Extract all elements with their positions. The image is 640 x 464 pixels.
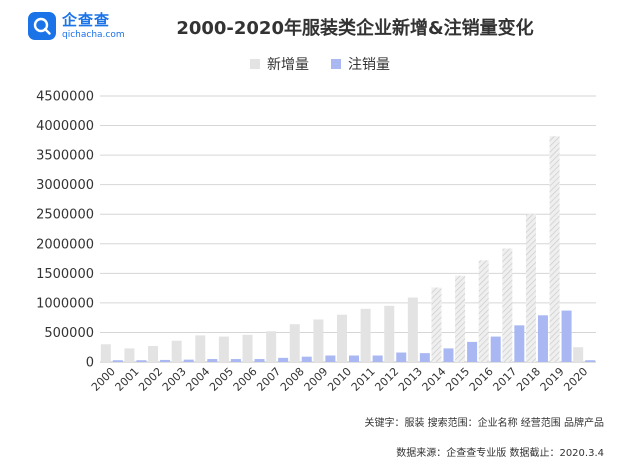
legend-swatch-cancel xyxy=(331,59,341,69)
bar-new-2011 xyxy=(360,308,371,362)
logo: 企查查 qichacha.com xyxy=(28,12,125,40)
bar-cancel-2010 xyxy=(349,355,359,362)
x-tick-label: 2009 xyxy=(302,365,331,394)
bar-new-2004 xyxy=(195,335,206,362)
bar-cancel-2007 xyxy=(278,357,289,362)
x-tick-label: 2002 xyxy=(136,365,165,394)
bar-new-2005 xyxy=(218,336,229,362)
bar-cancel-2008 xyxy=(301,356,312,362)
x-tick-label: 2014 xyxy=(420,365,449,394)
x-tick-label: 2013 xyxy=(396,365,425,394)
source-note: 数据来源：企查查专业版 数据截止：2020.3.4 xyxy=(396,448,604,459)
logo-url: qichacha.com xyxy=(62,29,125,40)
bar-cancel-2009 xyxy=(325,355,336,362)
x-tick-label: 2001 xyxy=(113,365,142,394)
legend-label-cancel: 注销量 xyxy=(348,57,390,73)
logo-name: 企查查 xyxy=(62,10,111,29)
bar-new-2001 xyxy=(124,348,135,362)
bar-cancel-2019 xyxy=(561,310,572,362)
x-tick-label: 2020 xyxy=(561,365,590,394)
keywords-note: 关键字：服装 搜索范围：企业名称 经营范围 品牌产品 xyxy=(364,418,604,429)
bar-new-2000 xyxy=(100,344,111,362)
x-tick-label: 2004 xyxy=(183,365,212,394)
x-tick-label: 2019 xyxy=(538,365,567,394)
bar-cancel-2014 xyxy=(443,348,454,362)
bar-cancel-2004 xyxy=(207,359,218,362)
bar-cancel-2001 xyxy=(136,360,147,362)
y-tick-label: 1000000 xyxy=(36,296,94,311)
bar-chart: 0 500000 1000000 1500000 2000000 2500000 30000… xyxy=(36,90,596,394)
y-tick-label: 2500000 xyxy=(36,208,94,223)
bar-new-2016 xyxy=(478,260,489,362)
legend-swatch-new xyxy=(250,59,260,69)
bar-cancel-2018 xyxy=(537,315,548,362)
x-tick-label: 2010 xyxy=(325,365,354,394)
bar-new-2002 xyxy=(148,346,159,362)
x-tick-label: 2012 xyxy=(372,365,401,394)
x-tick-label: 2007 xyxy=(254,365,283,394)
bar-new-2019 xyxy=(549,136,560,362)
y-tick-label: 2000000 xyxy=(36,237,94,252)
chart-title: 2000-2020年服装类企业新增&注销量变化 xyxy=(176,18,534,39)
y-tick-label: 3500000 xyxy=(36,149,94,164)
bar-new-2020 xyxy=(573,347,584,362)
bar-new-2017 xyxy=(502,248,513,362)
bar-new-2007 xyxy=(266,331,277,362)
bar-new-2012 xyxy=(384,305,395,362)
logo-icon xyxy=(28,12,56,40)
bar-new-2003 xyxy=(171,340,182,362)
bar-cancel-2012 xyxy=(396,352,407,362)
y-tick-label: 500000 xyxy=(44,326,94,341)
bar-new-2014 xyxy=(431,287,442,362)
bar-cancel-2003 xyxy=(183,359,194,362)
y-tick-label: 4500000 xyxy=(36,90,94,105)
bar-cancel-2016 xyxy=(490,336,501,362)
legend-item-new: 新增量 xyxy=(250,54,309,74)
bar-new-2006 xyxy=(242,334,253,362)
x-tick-label: 2011 xyxy=(349,365,378,394)
bar-new-2015 xyxy=(455,275,466,362)
chart-legend: 新增量 注销量 xyxy=(0,54,640,74)
x-tick-label: 2018 xyxy=(514,365,543,394)
bar-cancel-2017 xyxy=(514,325,525,362)
legend-label-new: 新增量 xyxy=(267,57,309,73)
y-tick-label: 0 xyxy=(86,356,94,371)
bar-cancel-2011 xyxy=(372,355,383,362)
bar-cancel-2015 xyxy=(467,341,478,362)
bar-cancel-2005 xyxy=(230,359,241,362)
bar-cancel-2013 xyxy=(419,353,430,362)
bar-cancel-2020 xyxy=(585,360,596,362)
x-tick-label: 2016 xyxy=(467,365,496,394)
y-tick-label: 3000000 xyxy=(36,178,94,193)
bar-cancel-2000 xyxy=(112,360,123,362)
x-tick-label: 2006 xyxy=(231,365,260,394)
bar-cancel-2006 xyxy=(254,359,265,362)
bar-new-2008 xyxy=(289,324,300,362)
x-tick-label: 2015 xyxy=(443,365,472,394)
legend-item-cancel: 注销量 xyxy=(331,54,390,74)
x-tick-label: 2005 xyxy=(207,365,236,394)
bar-new-2013 xyxy=(407,297,418,362)
bar-new-2010 xyxy=(337,314,347,362)
x-tick-label: 2008 xyxy=(278,365,307,394)
y-tick-label: 4000000 xyxy=(36,119,94,134)
x-tick-label: 2017 xyxy=(490,365,519,394)
bar-new-2018 xyxy=(525,214,536,362)
bar-cancel-2002 xyxy=(160,359,171,362)
y-tick-label: 1500000 xyxy=(36,267,94,282)
x-tick-label: 2003 xyxy=(160,365,189,394)
bar-new-2009 xyxy=(313,319,324,362)
